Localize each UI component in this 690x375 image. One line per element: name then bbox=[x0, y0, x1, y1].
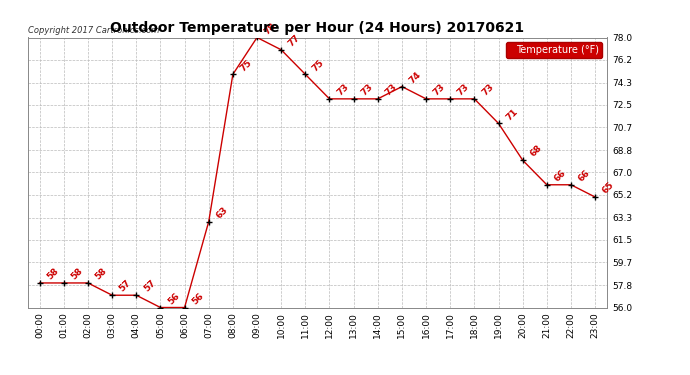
Text: 66: 66 bbox=[553, 168, 568, 183]
Text: 56: 56 bbox=[190, 291, 206, 306]
Text: 73: 73 bbox=[384, 82, 399, 98]
Text: 73: 73 bbox=[480, 82, 495, 98]
Text: 71: 71 bbox=[504, 107, 520, 122]
Text: 73: 73 bbox=[359, 82, 375, 98]
Text: 68: 68 bbox=[529, 144, 544, 159]
Text: 57: 57 bbox=[142, 279, 157, 294]
Legend: Temperature (°F): Temperature (°F) bbox=[506, 42, 602, 58]
Text: 58: 58 bbox=[46, 266, 61, 282]
Text: 75: 75 bbox=[311, 58, 326, 73]
Text: 65: 65 bbox=[601, 180, 616, 196]
Text: 73: 73 bbox=[432, 82, 447, 98]
Text: 78: 78 bbox=[263, 21, 278, 36]
Text: 57: 57 bbox=[118, 279, 133, 294]
Text: 58: 58 bbox=[94, 266, 109, 282]
Text: Copyright 2017 Cartronics.com: Copyright 2017 Cartronics.com bbox=[28, 26, 159, 35]
Text: 73: 73 bbox=[456, 82, 471, 98]
Text: 75: 75 bbox=[239, 58, 254, 73]
Text: 66: 66 bbox=[577, 168, 592, 183]
Text: 77: 77 bbox=[287, 33, 302, 48]
Text: 74: 74 bbox=[408, 70, 423, 85]
Text: 56: 56 bbox=[166, 291, 181, 306]
Text: 73: 73 bbox=[335, 82, 351, 98]
Text: 63: 63 bbox=[215, 205, 230, 220]
Title: Outdoor Temperature per Hour (24 Hours) 20170621: Outdoor Temperature per Hour (24 Hours) … bbox=[110, 21, 524, 35]
Text: 58: 58 bbox=[70, 266, 85, 282]
